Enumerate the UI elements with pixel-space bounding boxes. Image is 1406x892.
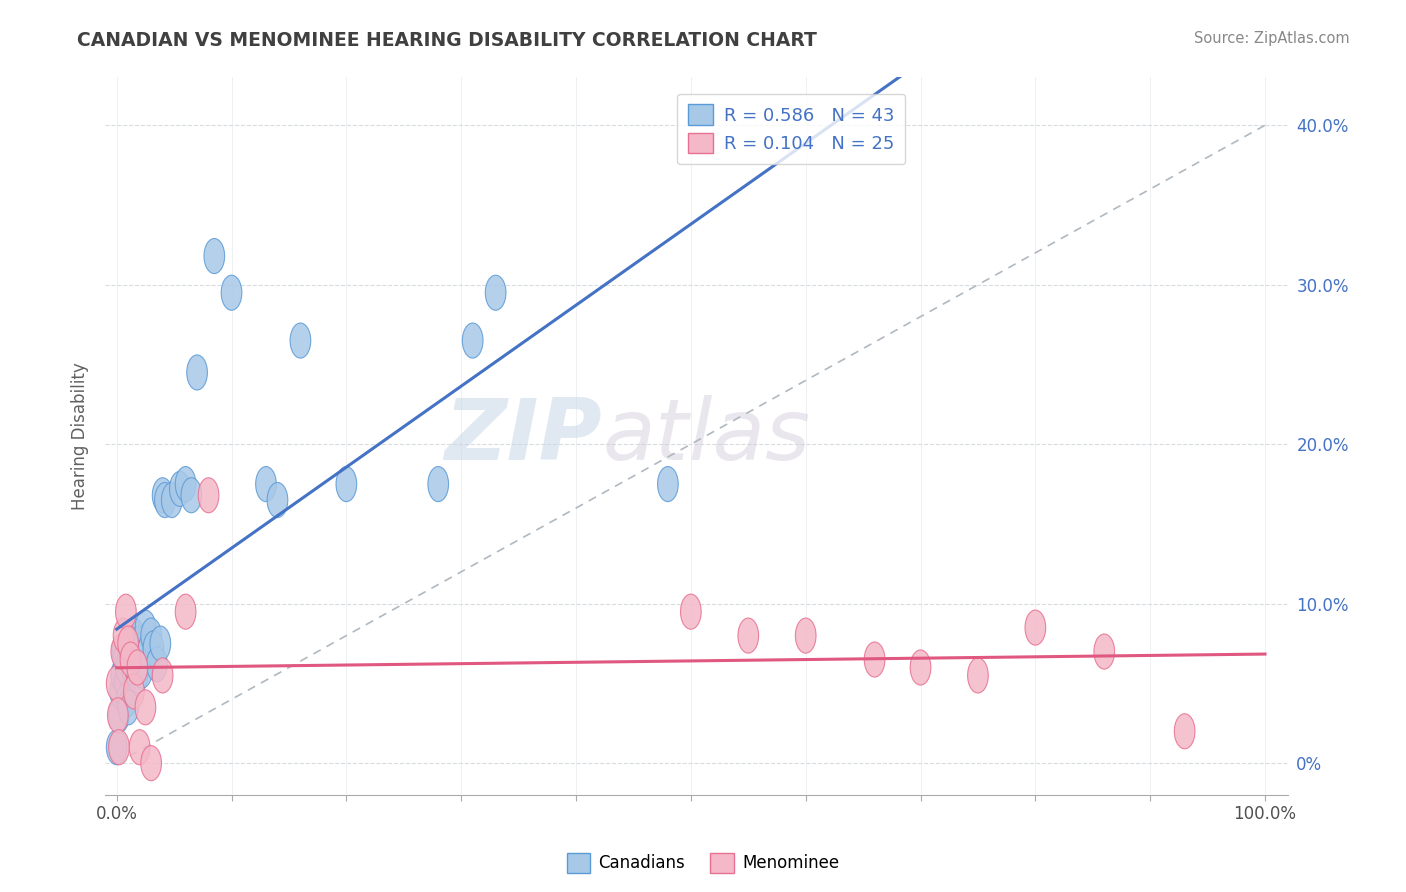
Ellipse shape: [118, 690, 139, 725]
Ellipse shape: [427, 467, 449, 501]
Ellipse shape: [485, 276, 506, 310]
Ellipse shape: [125, 634, 145, 669]
Ellipse shape: [114, 618, 134, 653]
Ellipse shape: [1094, 634, 1115, 669]
Ellipse shape: [107, 730, 127, 764]
Ellipse shape: [127, 650, 148, 685]
Ellipse shape: [135, 610, 156, 645]
Ellipse shape: [115, 594, 136, 629]
Ellipse shape: [1174, 714, 1195, 748]
Ellipse shape: [143, 631, 163, 666]
Text: Source: ZipAtlas.com: Source: ZipAtlas.com: [1194, 31, 1350, 46]
Ellipse shape: [124, 618, 145, 653]
Ellipse shape: [141, 746, 162, 780]
Ellipse shape: [111, 658, 132, 693]
Ellipse shape: [127, 658, 148, 693]
Ellipse shape: [221, 276, 242, 310]
Ellipse shape: [124, 673, 145, 709]
Ellipse shape: [120, 634, 139, 669]
Ellipse shape: [463, 323, 484, 358]
Ellipse shape: [152, 478, 173, 513]
Ellipse shape: [681, 594, 702, 629]
Ellipse shape: [110, 673, 131, 709]
Ellipse shape: [187, 355, 208, 390]
Ellipse shape: [120, 626, 141, 661]
Ellipse shape: [114, 666, 135, 701]
Ellipse shape: [115, 650, 136, 685]
Ellipse shape: [176, 467, 195, 501]
Ellipse shape: [108, 730, 129, 764]
Ellipse shape: [204, 238, 225, 274]
Ellipse shape: [118, 626, 139, 661]
Ellipse shape: [112, 634, 132, 669]
Ellipse shape: [127, 642, 146, 677]
Ellipse shape: [150, 626, 170, 661]
Ellipse shape: [910, 650, 931, 685]
Ellipse shape: [120, 642, 141, 677]
Ellipse shape: [141, 618, 162, 653]
Ellipse shape: [198, 478, 219, 513]
Text: ZIP: ZIP: [444, 395, 602, 478]
Ellipse shape: [117, 681, 138, 717]
Ellipse shape: [256, 467, 277, 501]
Ellipse shape: [129, 730, 150, 764]
Ellipse shape: [107, 666, 127, 701]
Ellipse shape: [155, 483, 176, 517]
Legend: Canadians, Menominee: Canadians, Menominee: [560, 847, 846, 880]
Ellipse shape: [121, 650, 142, 685]
Y-axis label: Hearing Disability: Hearing Disability: [72, 362, 89, 510]
Ellipse shape: [146, 647, 167, 681]
Text: atlas: atlas: [602, 395, 810, 478]
Ellipse shape: [114, 642, 134, 677]
Ellipse shape: [796, 618, 815, 653]
Text: CANADIAN VS MENOMINEE HEARING DISABILITY CORRELATION CHART: CANADIAN VS MENOMINEE HEARING DISABILITY…: [77, 31, 817, 50]
Ellipse shape: [738, 618, 759, 653]
Ellipse shape: [131, 642, 152, 677]
Ellipse shape: [107, 698, 128, 733]
Ellipse shape: [170, 471, 190, 507]
Ellipse shape: [135, 690, 156, 725]
Ellipse shape: [967, 658, 988, 693]
Ellipse shape: [336, 467, 357, 501]
Ellipse shape: [138, 634, 157, 669]
Ellipse shape: [108, 698, 129, 733]
Ellipse shape: [290, 323, 311, 358]
Legend: R = 0.586   N = 43, R = 0.104   N = 25: R = 0.586 N = 43, R = 0.104 N = 25: [678, 94, 905, 164]
Ellipse shape: [129, 626, 150, 661]
Ellipse shape: [1025, 610, 1046, 645]
Ellipse shape: [658, 467, 678, 501]
Ellipse shape: [162, 483, 183, 517]
Ellipse shape: [181, 478, 201, 513]
Ellipse shape: [267, 483, 288, 517]
Ellipse shape: [111, 634, 132, 669]
Ellipse shape: [152, 658, 173, 693]
Ellipse shape: [865, 642, 884, 677]
Ellipse shape: [132, 653, 152, 689]
Ellipse shape: [176, 594, 195, 629]
